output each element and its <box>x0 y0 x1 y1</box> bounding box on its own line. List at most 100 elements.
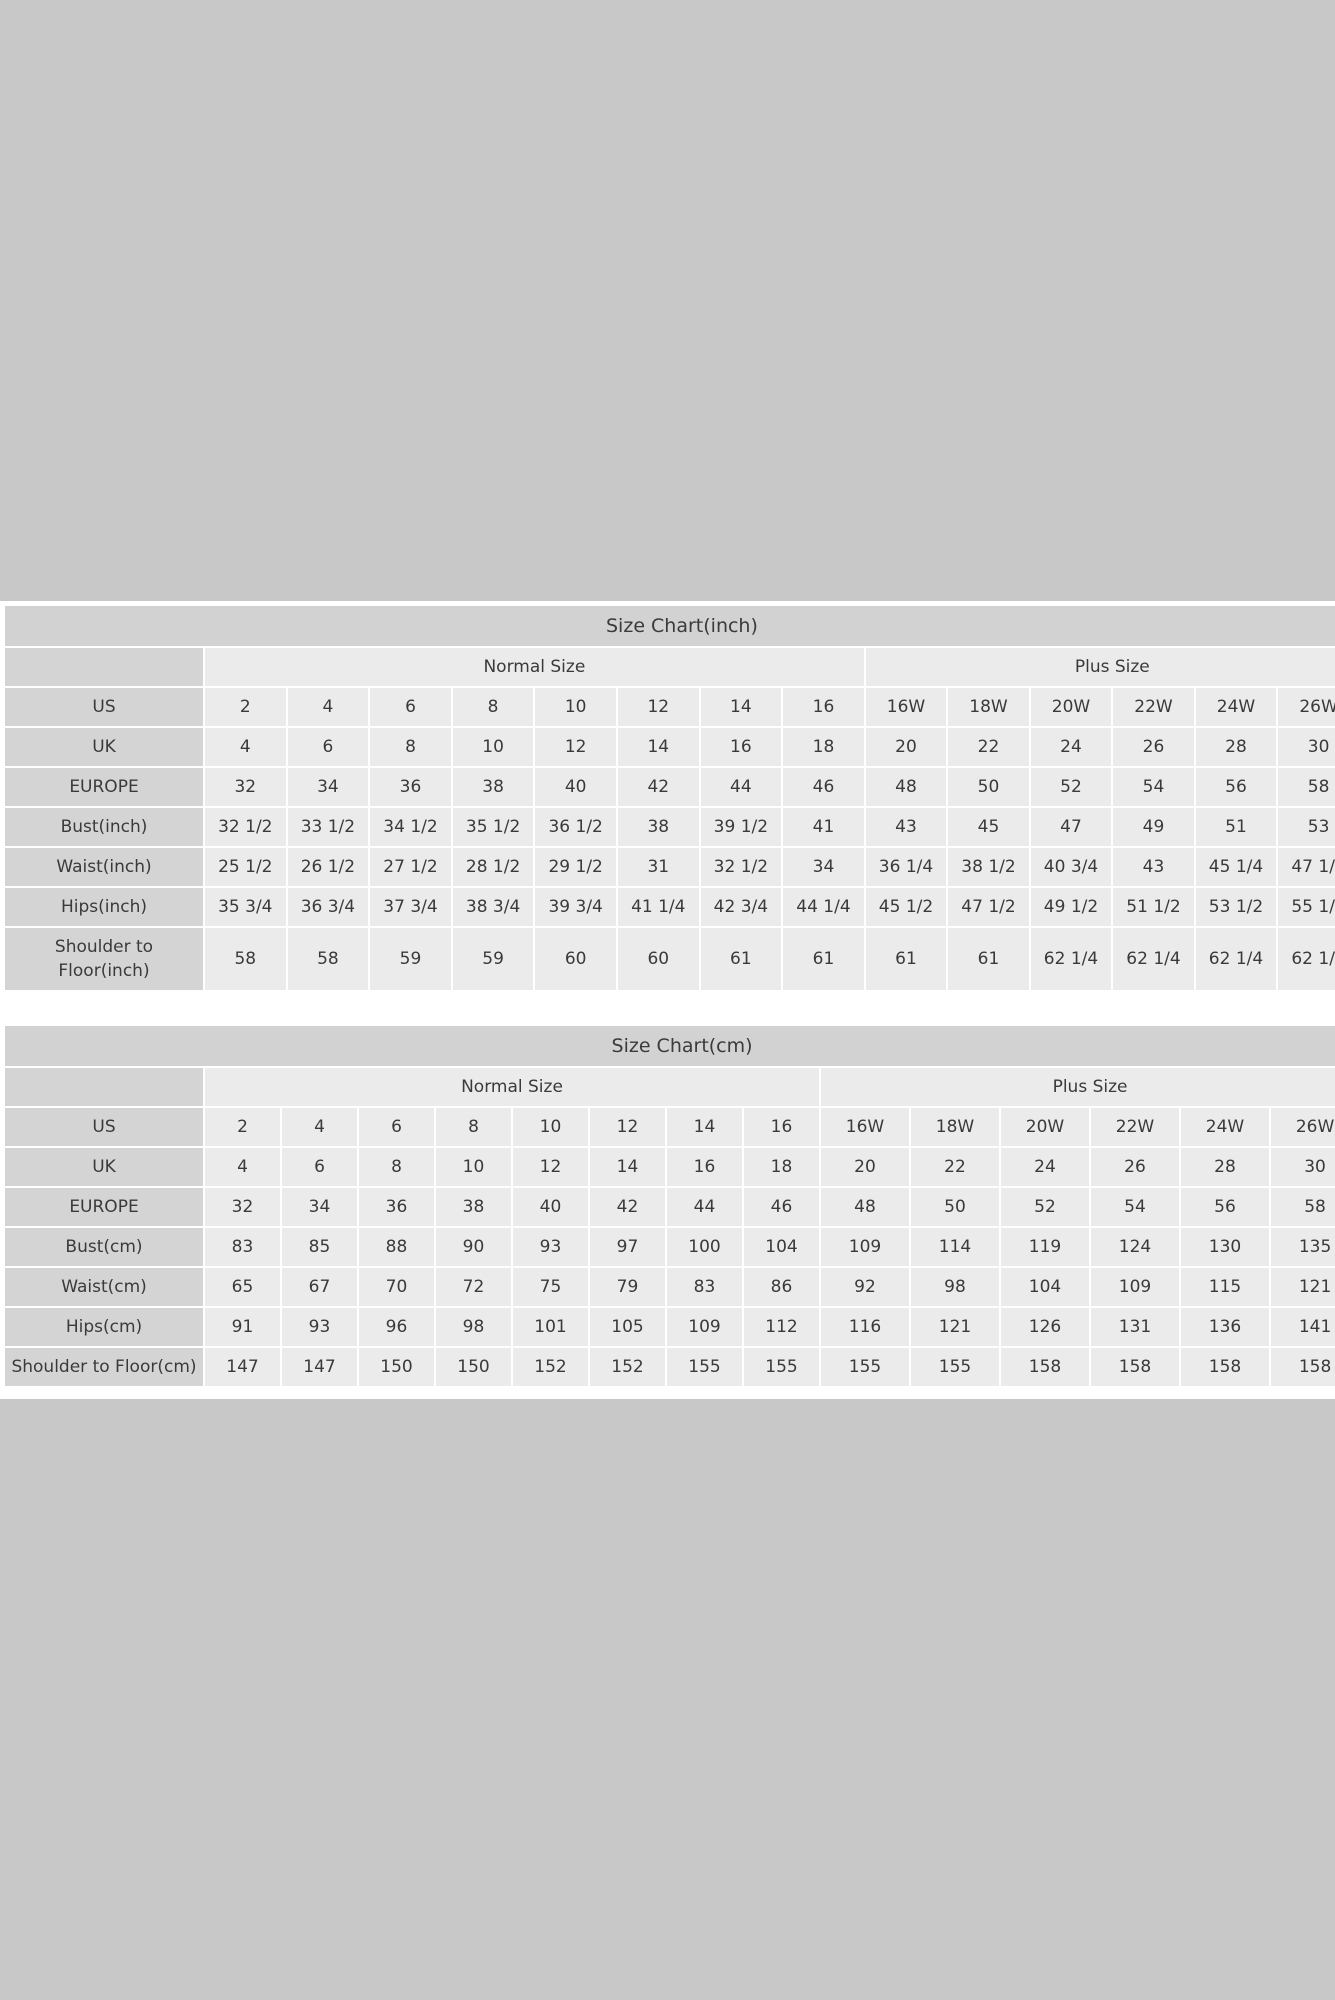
table-cell: 48 <box>865 768 947 806</box>
table-cell: 46 <box>783 768 864 806</box>
table-cell: 26 <box>1113 728 1194 766</box>
table-cell: 104 <box>744 1228 819 1266</box>
table-cell: 34 1/2 <box>370 808 451 846</box>
table-cell: 26W <box>1278 688 1335 726</box>
table-cell: 65 <box>205 1268 280 1306</box>
table-cell: 31 <box>617 848 699 886</box>
table-cell: 61 <box>700 928 782 990</box>
table-cell: 59 <box>452 928 534 990</box>
table-cell: 14 <box>590 1148 665 1186</box>
table-row: Hips(inch) 35 3/4 36 3/4 37 3/4 38 3/4 39 3/4… <box>5 888 1335 926</box>
table-cell: 24W <box>1181 1108 1269 1146</box>
table-cell: 109 <box>1091 1268 1179 1306</box>
table-cell: 58 <box>1278 768 1335 806</box>
table-cell: 119 <box>1001 1228 1089 1266</box>
table-cell: 42 <box>590 1188 665 1226</box>
table-cell: 38 3/4 <box>452 888 534 926</box>
table-cell: 36 3/4 <box>287 888 369 926</box>
table-cell: 36 <box>359 1188 434 1226</box>
table-cell: 53 <box>1278 808 1335 846</box>
table-cell: 47 1/2 <box>1278 848 1335 886</box>
table-cell: 60 <box>617 928 699 990</box>
table-cell: 147 <box>205 1348 280 1386</box>
table-cell: 20W <box>1030 688 1112 726</box>
table-row: Shoulder to Floor(inch) 58 58 59 59 60 60 61 61 6… <box>5 928 1335 990</box>
table-cell: 158 <box>1181 1348 1269 1386</box>
table-cell: 22W <box>1091 1108 1179 1146</box>
table-cell: 135 <box>1271 1228 1335 1266</box>
table-cell: 83 <box>667 1268 742 1306</box>
table-cell: 16 <box>667 1148 742 1186</box>
table-cell: 155 <box>667 1348 742 1386</box>
size-chart-cm-table: Size Chart(cm) Normal Size Plus Size US 2 4 6 8… <box>3 1024 1335 1388</box>
table-cell: 26W <box>1271 1108 1335 1146</box>
table-cell: 130 <box>1181 1228 1269 1266</box>
table-cell: 32 1/2 <box>700 848 782 886</box>
row-label: Waist(inch) <box>5 848 203 886</box>
table-cell: 53 1/2 <box>1195 888 1277 926</box>
table-cell: 51 1/2 <box>1113 888 1194 926</box>
table-cell: 75 <box>513 1268 588 1306</box>
table-cell: 6 <box>282 1148 357 1186</box>
table-cell: 54 <box>1113 768 1194 806</box>
table-cell: 45 1/2 <box>865 888 947 926</box>
table-cell: 44 1/4 <box>783 888 864 926</box>
table-row: Waist(inch) 25 1/2 26 1/2 27 1/2 28 1/2 29 1/… <box>5 848 1335 886</box>
row-label: Hips(inch) <box>5 888 203 926</box>
table-cell: 22W <box>1113 688 1194 726</box>
table-cell: 10 <box>513 1108 588 1146</box>
corner-cell <box>5 1068 203 1106</box>
table-cell: 26 <box>1091 1148 1179 1186</box>
table-cell: 16 <box>744 1108 819 1146</box>
table-row: Waist(cm) 65 67 70 72 75 79 83 86 92 98 104 109 115 12… <box>5 1268 1335 1306</box>
table-cell: 10 <box>452 728 534 766</box>
table-cell: 32 <box>205 1188 280 1226</box>
table-row: UK 4 6 8 10 12 14 16 18 20 22 24 26 28 30 <box>5 1148 1335 1186</box>
table-cell: 49 1/2 <box>1030 888 1112 926</box>
table-cell: 93 <box>282 1308 357 1346</box>
table-cell: 72 <box>436 1268 511 1306</box>
table-cell: 86 <box>744 1268 819 1306</box>
table-cell: 104 <box>1001 1268 1089 1306</box>
table-cell: 62 1/4 <box>1030 928 1112 990</box>
table-cell: 158 <box>1001 1348 1089 1386</box>
table-cell: 34 <box>282 1188 357 1226</box>
table-cell: 44 <box>700 768 782 806</box>
table-cell: 121 <box>911 1308 999 1346</box>
table-cell: 47 1/2 <box>948 888 1029 926</box>
table-cell: 38 1/2 <box>948 848 1029 886</box>
row-label: Bust(inch) <box>5 808 203 846</box>
group-header-normal-size: Normal Size <box>205 648 864 686</box>
table-cell: 85 <box>282 1228 357 1266</box>
table-row: EUROPE 32 34 36 38 40 42 44 46 48 50 52 54 56 58 <box>5 768 1335 806</box>
table-cell: 61 <box>865 928 947 990</box>
table-cell: 32 <box>205 768 286 806</box>
row-label: Shoulder to Floor(inch) <box>5 928 203 990</box>
table-cell: 158 <box>1091 1348 1179 1386</box>
table-row: EUROPE 32 34 36 38 40 42 44 46 48 50 52 54 56 58 <box>5 1188 1335 1226</box>
table-cell: 8 <box>359 1148 434 1186</box>
table-cell: 43 <box>865 808 947 846</box>
row-label: UK <box>5 728 203 766</box>
table-cell: 59 <box>370 928 451 990</box>
table-cell: 100 <box>667 1228 742 1266</box>
table-cell: 50 <box>911 1188 999 1226</box>
table-cell: 2 <box>205 1108 280 1146</box>
table-cell: 47 <box>1030 808 1112 846</box>
table-cell: 27 1/2 <box>370 848 451 886</box>
title-row: Size Chart(cm) <box>5 1026 1335 1066</box>
table-row: Hips(cm) 91 93 96 98 101 105 109 112 116 121 126 131… <box>5 1308 1335 1346</box>
table-cell: 42 <box>617 768 699 806</box>
table-cell: 96 <box>359 1308 434 1346</box>
size-chart-inch-table: Size Chart(inch) Normal Size Plus Size US 2 4… <box>3 604 1335 992</box>
table-title: Size Chart(inch) <box>5 606 1335 646</box>
table-cell: 29 1/2 <box>535 848 616 886</box>
table-cell: 24W <box>1195 688 1277 726</box>
table-cell: 18 <box>783 728 864 766</box>
table-cell: 124 <box>1091 1228 1179 1266</box>
table-cell: 98 <box>911 1268 999 1306</box>
table-cell: 20W <box>1001 1108 1089 1146</box>
table-cell: 18W <box>911 1108 999 1146</box>
group-header-plus-size: Plus Size <box>821 1068 1335 1106</box>
table-cell: 39 3/4 <box>535 888 616 926</box>
